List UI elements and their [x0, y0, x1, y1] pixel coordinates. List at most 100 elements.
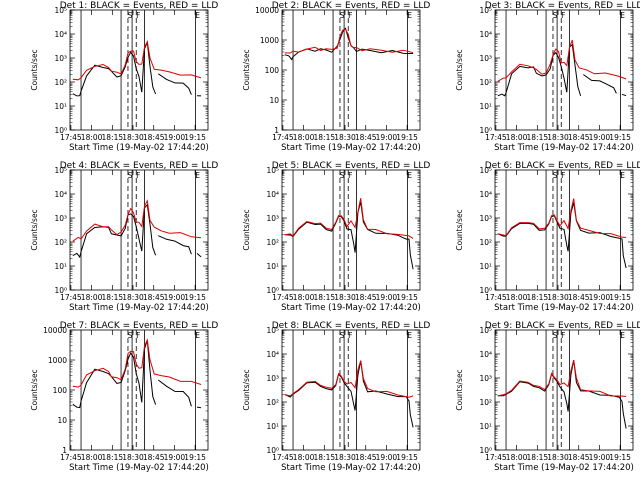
plot-frame [281, 9, 421, 131]
interval-letter: E [195, 171, 200, 180]
panel-3: Det 3: BLACK = Events, RED = LLD Counts/s… [455, 1, 640, 153]
plot-frame [69, 9, 209, 131]
x-axis-label: Start Time (19-May-02 17:44:20) [69, 143, 209, 153]
panel-title: Det 8: BLACK = Events, RED = LLD [272, 321, 431, 331]
x-tick-label: 18:15 [314, 293, 336, 302]
x-tick-label: 17:45 [272, 453, 294, 462]
x-tick-label: 19:15 [609, 293, 631, 302]
interval-letter: S [128, 331, 133, 340]
interval-letter: F [136, 11, 140, 20]
x-axis-label: Start Time (19-May-02 17:44:20) [494, 463, 634, 473]
y-tick-label: 10⁰ [479, 126, 492, 135]
x-tick-label: 17:45 [60, 453, 82, 462]
y-tick-label: 10⁵ [479, 6, 492, 15]
x-tick-label: 19:00 [164, 133, 186, 142]
interval-letter: S [128, 11, 133, 20]
x-tick-label: 19:15 [396, 133, 418, 142]
y-tick-label: 100 [265, 66, 280, 75]
x-tick-label: 18:45 [568, 453, 590, 462]
y-tick-label: 10⁰ [54, 126, 67, 135]
y-axis-label: Counts/sec [455, 209, 464, 250]
y-tick-label: 10² [479, 398, 492, 407]
y-tick-label: 10² [266, 238, 279, 247]
x-tick-label: 18:45 [143, 453, 165, 462]
interval-letter: E [407, 171, 412, 180]
x-tick-label: 19:15 [184, 453, 206, 462]
x-tick-label: 18:45 [143, 293, 165, 302]
interval-letter: E [620, 11, 625, 20]
panel-title: Det 2: BLACK = Events, RED = LLD [272, 1, 431, 11]
interval-letter: E [195, 331, 200, 340]
events-series-line [497, 360, 627, 429]
x-tick-label: 18:00 [293, 293, 315, 302]
lld-series-line [284, 360, 414, 398]
interval-letter: S [340, 171, 345, 180]
x-tick-label: 18:15 [527, 293, 549, 302]
x-tick-label: 18:15 [314, 453, 336, 462]
y-axis-label: Counts/sec [242, 209, 251, 250]
x-axis-label: Start Time (19-May-02 17:44:20) [281, 303, 421, 313]
interval-letter: S [553, 331, 558, 340]
lld-series-line [497, 39, 627, 82]
y-tick-label: 10⁰ [479, 446, 492, 455]
x-tick-label: 18:30 [122, 293, 144, 302]
y-tick-label: 10³ [266, 214, 279, 223]
x-tick-label: 19:00 [376, 453, 398, 462]
x-tick-label: 19:00 [589, 453, 611, 462]
y-tick-label: 10⁴ [479, 350, 492, 359]
events-series-line [497, 202, 627, 269]
panel-title: Det 9: BLACK = Events, RED = LLD [485, 321, 640, 331]
x-tick-label: 18:45 [568, 133, 590, 142]
x-tick-label: 18:00 [81, 133, 103, 142]
x-tick-label: 17:45 [485, 293, 507, 302]
y-tick-label: 10⁴ [54, 190, 67, 199]
x-tick-label: 18:30 [122, 453, 144, 462]
y-tick-label: 10³ [479, 214, 492, 223]
x-tick-label: 18:30 [334, 133, 356, 142]
plot-frame [69, 169, 209, 291]
y-axis-label: Counts/sec [30, 209, 39, 250]
y-tick-label: 10⁵ [479, 166, 492, 175]
plot-frame [494, 329, 634, 451]
y-axis-label: Counts/sec [30, 369, 39, 410]
x-tick-label: 18:45 [355, 453, 377, 462]
interval-letter: S [553, 11, 558, 20]
y-tick-label: 10000 [43, 326, 67, 335]
interval-letter: S [553, 171, 558, 180]
panel-8: Det 8: BLACK = Events, RED = LLD Counts/s… [242, 321, 430, 473]
y-tick-label: 1000 [48, 356, 67, 365]
interval-letter: E [620, 171, 625, 180]
x-tick-label: 18:45 [355, 293, 377, 302]
interval-letter: F [136, 171, 140, 180]
y-axis-label: Counts/sec [242, 369, 251, 410]
interval-letter: S [128, 171, 133, 180]
y-tick-label: 10⁵ [54, 6, 67, 15]
y-tick-label: 10⁴ [479, 190, 492, 199]
x-tick-label: 19:15 [396, 453, 418, 462]
x-tick-label: 17:45 [60, 293, 82, 302]
y-tick-label: 10⁰ [54, 286, 67, 295]
x-tick-label: 19:15 [609, 453, 631, 462]
plot-frame [494, 9, 634, 131]
events-series-line [497, 43, 627, 97]
x-axis-label: Start Time (19-May-02 17:44:20) [281, 143, 421, 153]
x-tick-label: 18:15 [102, 133, 124, 142]
x-tick-label: 19:00 [589, 293, 611, 302]
x-tick-label: 17:45 [272, 133, 294, 142]
interval-letter: F [561, 171, 565, 180]
lld-series-line [284, 28, 414, 54]
x-axis-label: Start Time (19-May-02 17:44:20) [69, 463, 209, 473]
x-tick-label: 18:45 [568, 293, 590, 302]
y-axis-label: Counts/sec [455, 369, 464, 410]
x-tick-label: 18:30 [547, 133, 569, 142]
x-tick-label: 19:15 [609, 133, 631, 142]
x-tick-label: 18:00 [293, 453, 315, 462]
panel-1: Det 1: BLACK = Events, RED = LLD Counts/s… [30, 1, 218, 153]
y-tick-label: 10⁴ [266, 190, 279, 199]
panel-9: Det 9: BLACK = Events, RED = LLD Counts/s… [455, 321, 640, 473]
interval-letter: E [195, 11, 200, 20]
y-tick-label: 10⁰ [479, 286, 492, 295]
y-tick-label: 10² [54, 238, 67, 247]
x-tick-label: 18:15 [527, 133, 549, 142]
